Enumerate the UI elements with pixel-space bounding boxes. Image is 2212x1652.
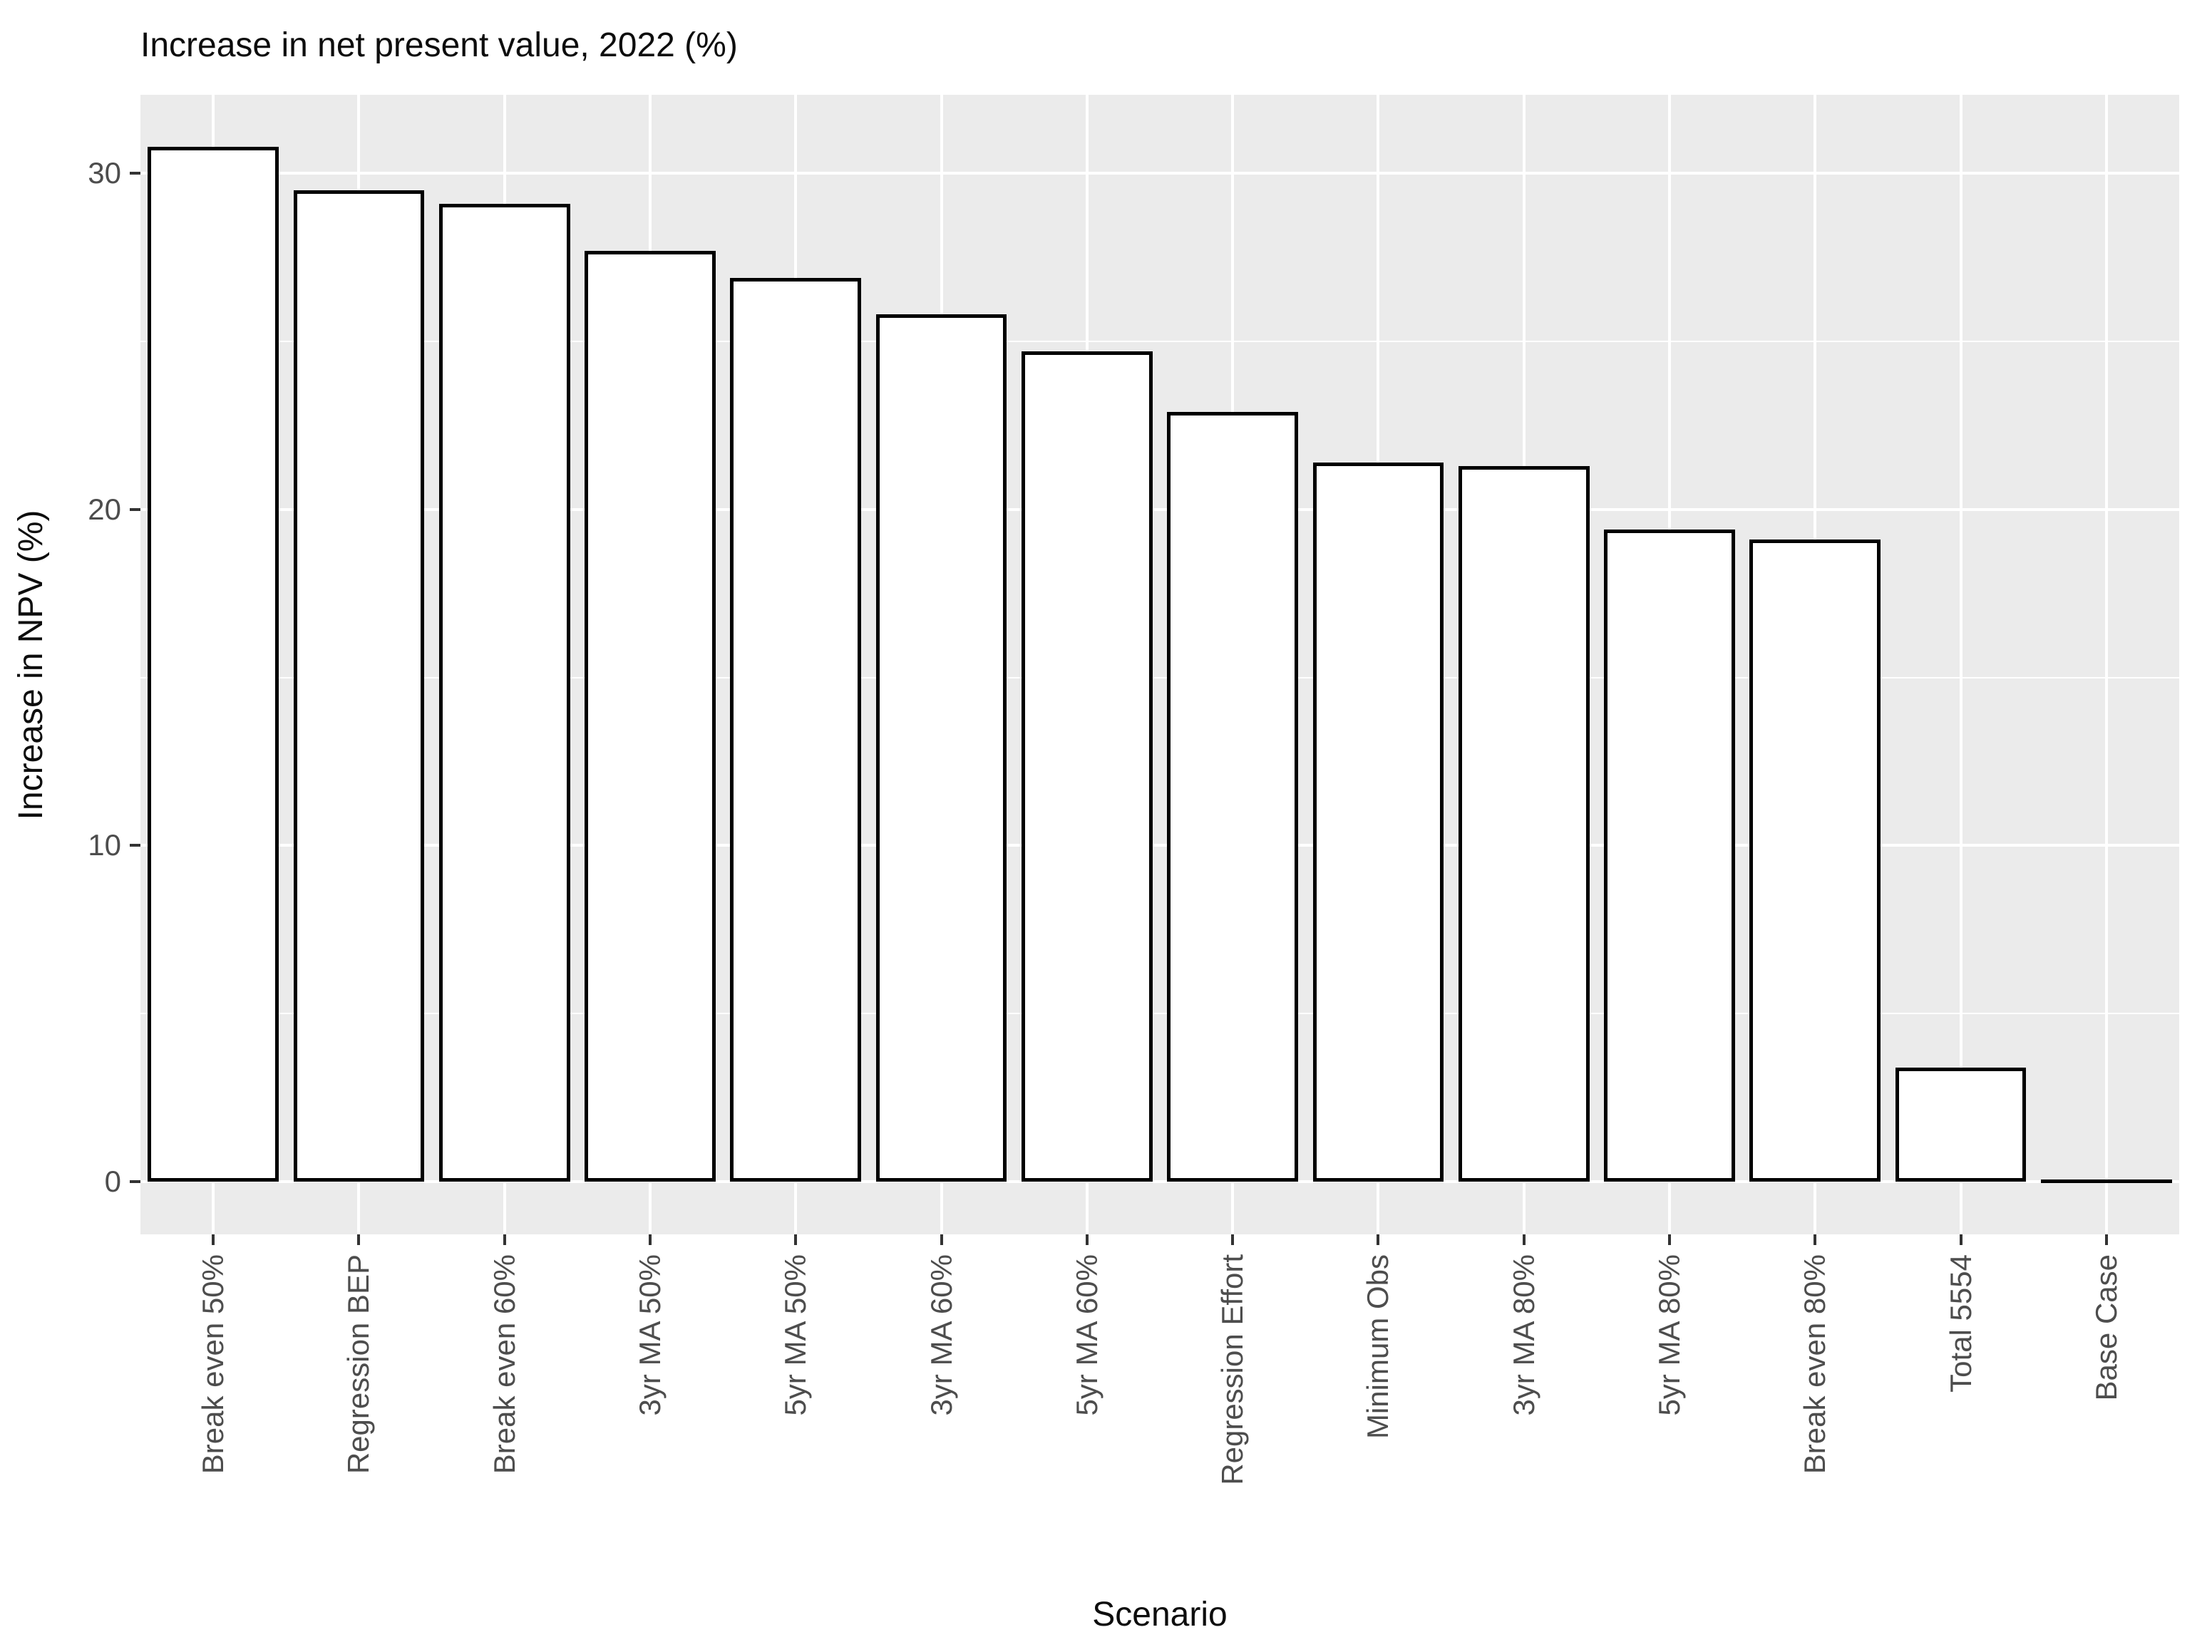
bar <box>875 314 1007 1182</box>
x-tick-label: Break even 80% <box>1798 1254 1832 1475</box>
chart-title: Increase in net present value, 2022 (%) <box>140 26 738 64</box>
bar-zero-height <box>2040 1179 2172 1183</box>
bar <box>1458 465 1590 1182</box>
x-tick-label: 5yr MA 50% <box>778 1254 813 1416</box>
major-gridline <box>140 172 2179 175</box>
x-axis-tick <box>503 1234 506 1245</box>
bar <box>1021 351 1153 1182</box>
bar <box>1167 412 1299 1182</box>
x-tick-label: Regression BEP <box>341 1254 376 1475</box>
bar <box>1749 540 1881 1182</box>
y-axis-tick <box>130 844 140 847</box>
plot-panel <box>140 95 2179 1234</box>
x-tick-label: 5yr MA 60% <box>1069 1254 1104 1416</box>
y-axis-title: Increase in NPV (%) <box>12 510 50 820</box>
x-axis-tick <box>1814 1234 1817 1245</box>
x-tick-label: 3yr MA 50% <box>633 1254 667 1416</box>
x-axis-tick <box>1668 1234 1671 1245</box>
y-tick-label: 20 <box>88 492 121 526</box>
x-axis-tick <box>1377 1234 1380 1245</box>
x-axis: Break even 50% Regression BEP Break even 6… <box>140 1234 2179 1652</box>
x-tick-label: Regression Effort <box>1215 1254 1250 1485</box>
minor-gridline <box>140 676 2179 678</box>
y-axis-tick <box>130 507 140 511</box>
minor-gridline <box>140 1013 2179 1015</box>
x-tick-label: Total 5554 <box>1943 1254 1977 1393</box>
y-axis-tick <box>130 1179 140 1183</box>
bar <box>1604 530 1735 1182</box>
x-axis-tick <box>794 1234 798 1245</box>
x-axis-tick <box>1522 1234 1526 1245</box>
y-axis: 30 20 10 0 <box>0 95 140 1234</box>
x-axis-tick <box>357 1234 361 1245</box>
y-axis-tick <box>130 172 140 175</box>
bar <box>1895 1067 2027 1182</box>
x-tick-label: 5yr MA 80% <box>1652 1254 1686 1416</box>
major-gridline <box>140 844 2179 847</box>
x-axis-tick <box>1959 1234 1962 1245</box>
x-tick-label: Break even 50% <box>196 1254 230 1475</box>
minor-gridline <box>140 341 2179 343</box>
x-tick-label: Base Case <box>2089 1254 2123 1401</box>
bar <box>293 190 425 1182</box>
bar <box>730 277 862 1182</box>
x-tick-label: 3yr MA 60% <box>924 1254 958 1416</box>
x-axis-tick <box>1085 1234 1089 1245</box>
y-tick-label: 30 <box>88 156 121 190</box>
y-tick-label: 0 <box>104 1164 121 1198</box>
bar <box>438 203 570 1182</box>
x-tick-label: Break even 60% <box>487 1254 521 1475</box>
x-axis-tick <box>212 1234 215 1245</box>
major-gridline <box>140 1179 2179 1183</box>
x-axis-tick <box>2104 1234 2108 1245</box>
x-axis-tick <box>649 1234 652 1245</box>
bar <box>148 146 279 1182</box>
bar <box>585 250 716 1182</box>
bar <box>1312 462 1444 1182</box>
y-tick-label: 10 <box>88 828 121 862</box>
x-axis-tick <box>1231 1234 1235 1245</box>
x-tick-label: Minimum Obs <box>1361 1254 1395 1440</box>
vertical-gridline <box>1959 95 1962 1234</box>
x-tick-label: 3yr MA 80% <box>1506 1254 1540 1416</box>
major-gridline <box>140 507 2179 511</box>
x-axis-tick <box>940 1234 943 1245</box>
x-axis-title: Scenario <box>1092 1596 1228 1633</box>
vertical-gridline <box>2104 95 2108 1234</box>
